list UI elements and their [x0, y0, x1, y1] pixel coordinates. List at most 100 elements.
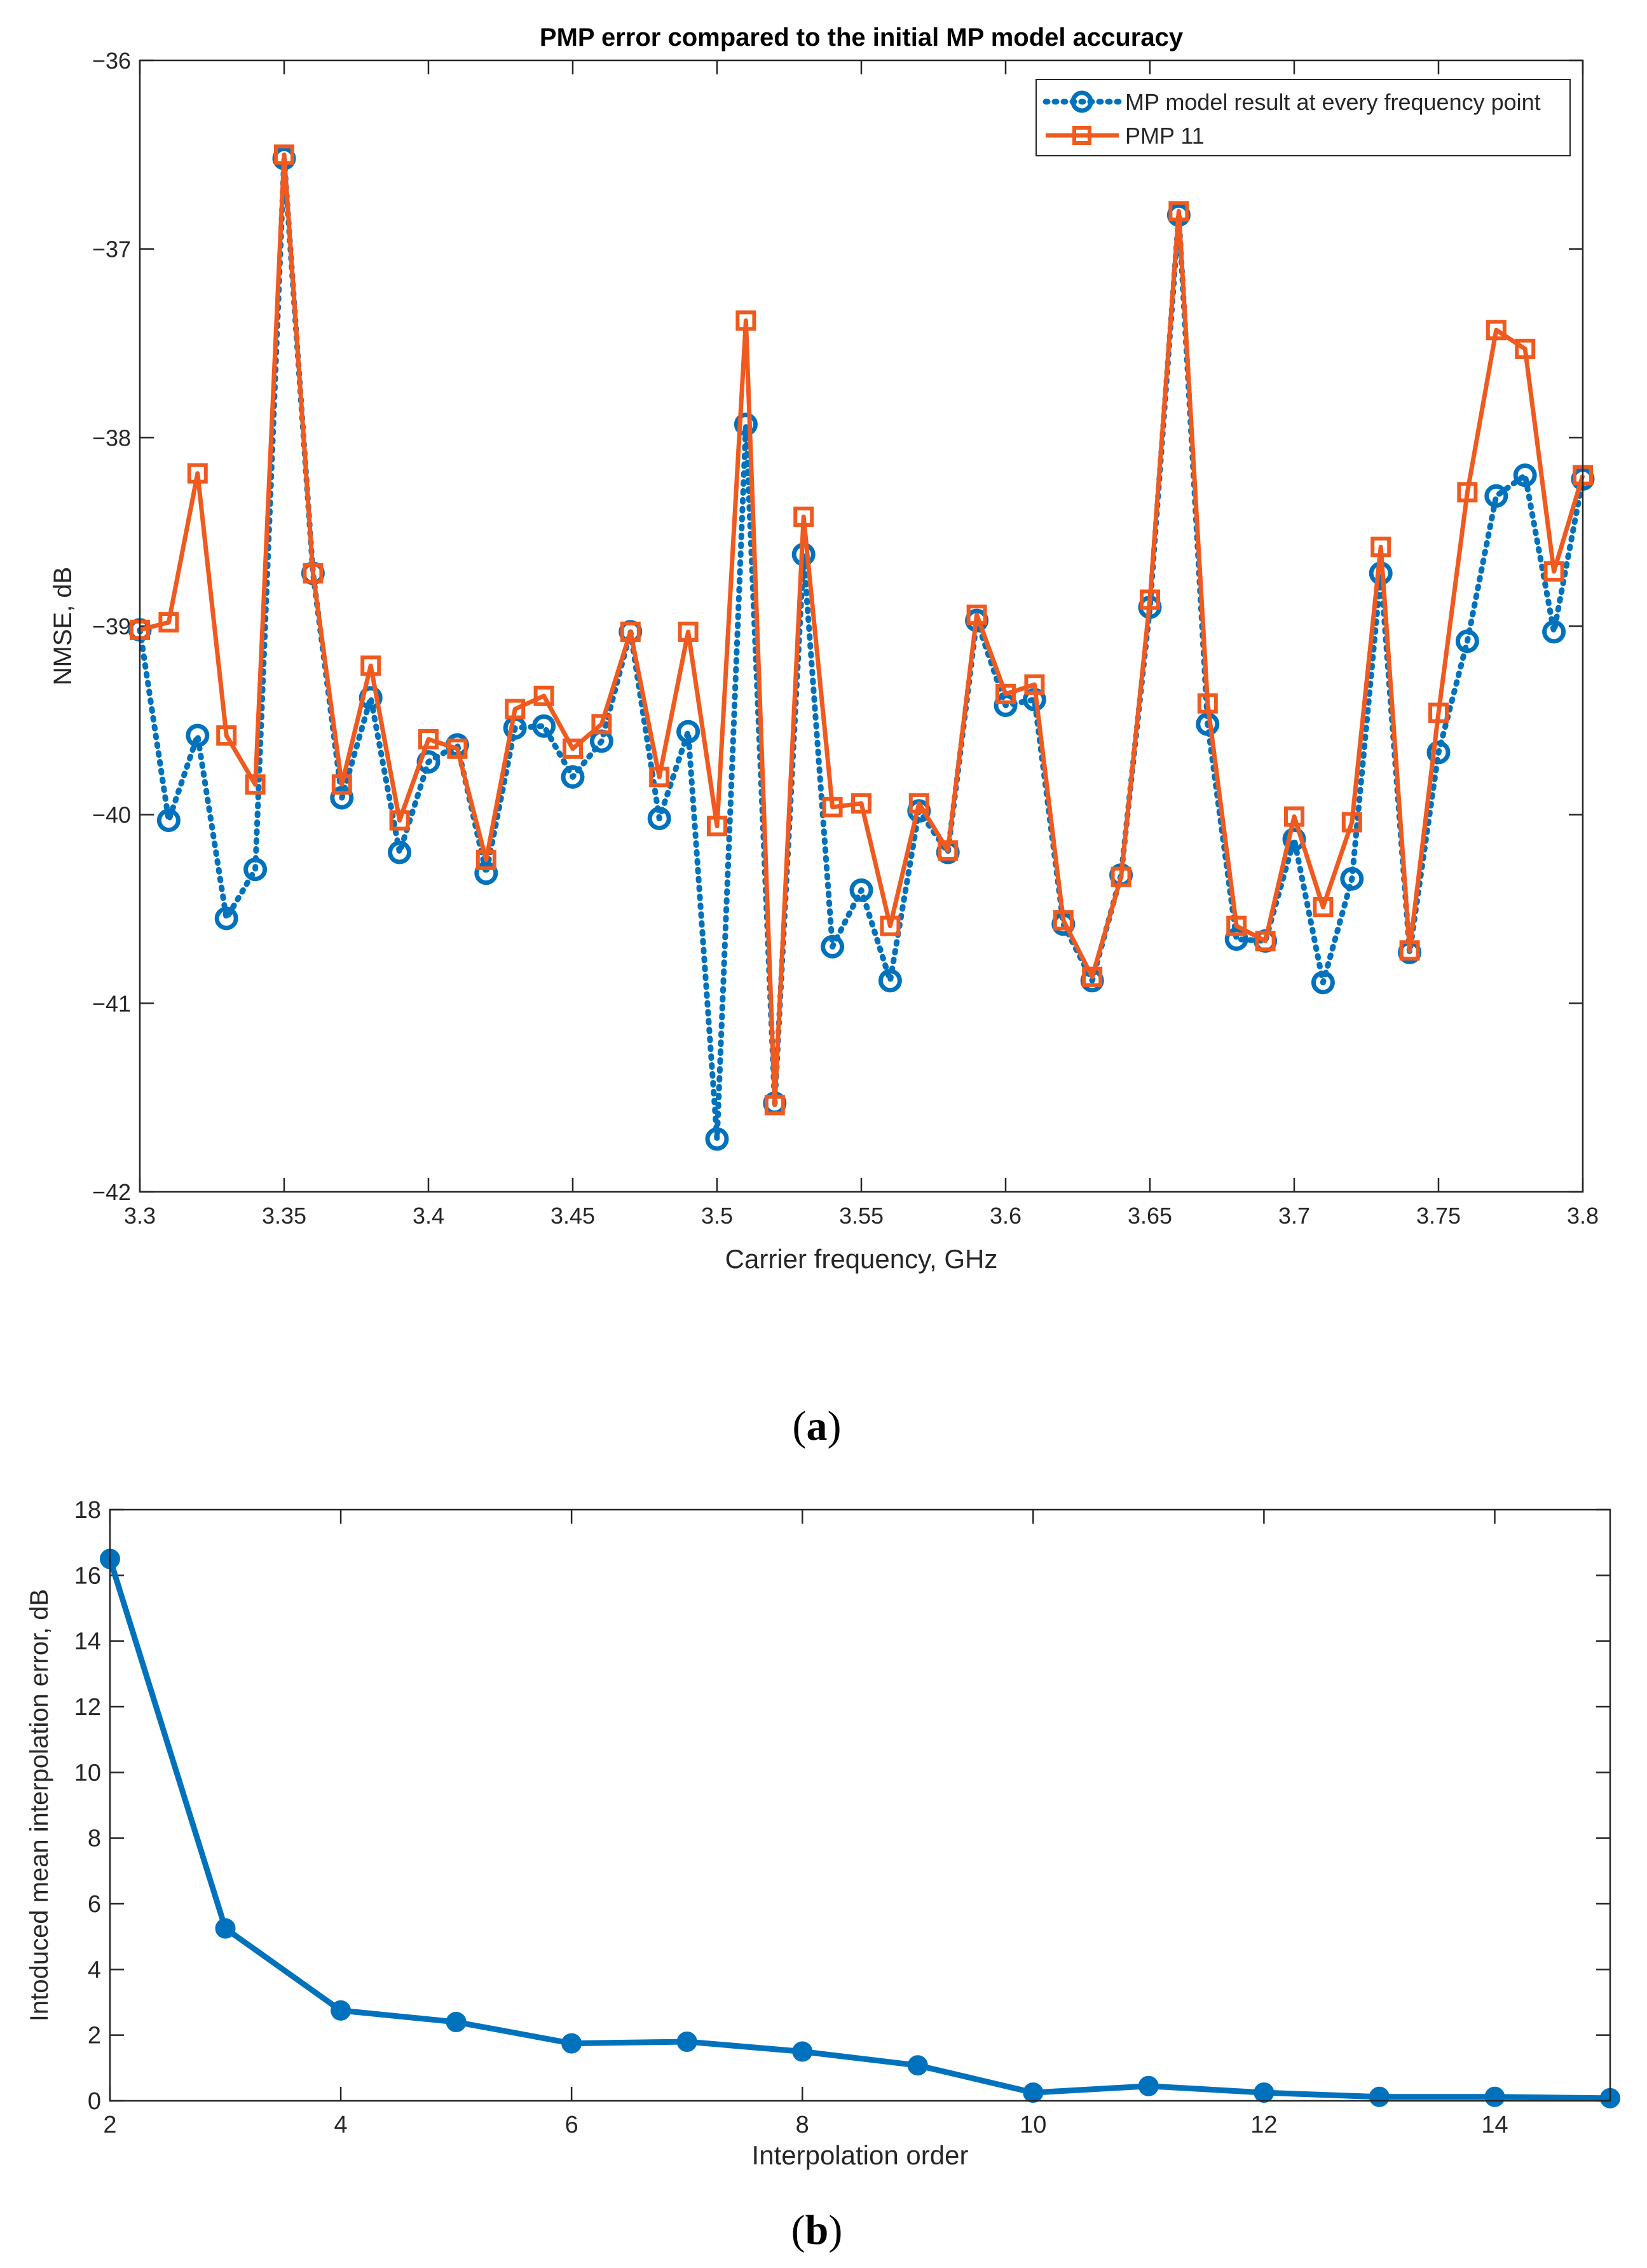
data-point: [158, 612, 179, 633]
data-point: [822, 796, 843, 817]
data-point: [734, 413, 758, 437]
data-point: [388, 840, 412, 864]
data-point: [1024, 674, 1045, 695]
data-point: [647, 807, 671, 831]
data-point: [186, 723, 210, 748]
data-point: [649, 767, 670, 788]
data-point: [792, 2041, 813, 2062]
data-point: [1341, 812, 1362, 833]
data-point: [1369, 2086, 1390, 2107]
data-point: [1313, 897, 1334, 918]
data-point: [533, 685, 554, 706]
data-point: [418, 729, 439, 749]
caption-a: (a): [793, 1403, 842, 1449]
y-tick-label: 6: [88, 1891, 101, 1918]
chart-a-title: PMP error compared to the initial MP mod…: [540, 24, 1184, 51]
series-line-0: [107, 1558, 1611, 2101]
chart-b-series: [100, 1548, 1620, 2108]
data-point: [1224, 927, 1248, 951]
data-point: [764, 1095, 785, 1116]
y-tick-label: 4: [88, 1957, 101, 1983]
chart-b-xlabel: Interpolation order: [752, 2140, 969, 2170]
data-point: [938, 840, 959, 861]
data-point: [1284, 806, 1304, 827]
data-point: [908, 793, 929, 814]
data-point: [1455, 629, 1479, 653]
data-point: [851, 793, 871, 814]
x-tick-label: 3.45: [550, 1203, 595, 1229]
data-point: [1226, 915, 1247, 936]
y-tick-label: −38: [92, 425, 131, 451]
data-point: [215, 1918, 236, 1939]
y-tick-label: −39: [92, 613, 131, 639]
data-point: [1484, 484, 1508, 508]
data-point: [1370, 536, 1391, 557]
data-point: [331, 774, 352, 795]
data-point: [707, 816, 727, 837]
y-tick-label: 0: [88, 2088, 101, 2115]
data-point: [1255, 931, 1276, 952]
data-point: [591, 714, 612, 735]
x-tick-label: 14: [1481, 2112, 1508, 2138]
data-point: [1486, 320, 1507, 341]
chart-a-plot-background: [140, 60, 1583, 1192]
y-tick-label: 18: [74, 1497, 101, 1524]
legend-pmp-label: PMP 11: [1125, 123, 1205, 149]
caption-b-open: (: [791, 2207, 805, 2253]
data-point: [1426, 741, 1451, 765]
data-point: [331, 2000, 352, 2021]
data-point: [1457, 482, 1478, 503]
chart-b-plot-frame: [109, 1508, 1611, 2102]
data-point: [303, 563, 324, 584]
legend-pmp-marker: [1072, 126, 1091, 145]
data-point: [995, 683, 1016, 704]
data-point: [1311, 971, 1335, 995]
series-line-0: [137, 155, 1586, 1142]
x-tick-label: 3.4: [413, 1203, 444, 1229]
y-tick-label: 16: [74, 1562, 101, 1589]
data-point: [1197, 693, 1218, 714]
data-point: [966, 605, 987, 625]
chart-b-x-ticks: 2 4 6 8 10 12 14: [103, 1510, 1508, 2138]
data-point: [1515, 338, 1536, 359]
data-point: [1484, 2086, 1505, 2107]
data-point: [793, 506, 814, 527]
data-point: [705, 1127, 729, 1151]
chart-a: PMP error compared to the initial MP mod…: [49, 24, 1599, 1274]
x-tick-label: 3.3: [124, 1203, 156, 1229]
data-point: [1082, 966, 1103, 987]
data-point: [330, 786, 354, 810]
data-point: [156, 809, 181, 833]
caption-a-letter: a: [807, 1403, 828, 1449]
y-tick-label: 8: [88, 1826, 101, 1852]
data-point: [446, 2012, 467, 2032]
data-point: [735, 310, 756, 331]
x-tick-label: 12: [1250, 2112, 1277, 2138]
x-tick-label: 10: [1020, 2112, 1046, 2138]
chart-b-plot-background: [110, 1510, 1610, 2101]
y-tick-label: −41: [92, 990, 131, 1016]
y-tick-label: 12: [74, 1694, 101, 1721]
data-point: [216, 725, 237, 746]
data-point: [907, 2055, 928, 2076]
data-point: [678, 621, 699, 642]
legend-mp-label: MP model result at every frequency point: [1125, 89, 1541, 115]
caption-b: (b): [791, 2207, 843, 2253]
legend-mp-marker: [1070, 90, 1093, 113]
data-point: [1023, 2082, 1044, 2103]
data-point: [849, 878, 873, 902]
series-line-1: [139, 152, 1585, 1107]
chart-a-ylabel: NMSE, dB: [49, 567, 77, 686]
x-tick-label: 3.75: [1416, 1203, 1461, 1229]
y-tick-label: 10: [74, 1759, 101, 1786]
y-tick-label: 14: [74, 1629, 101, 1655]
chart-b-ylabel: Intoduced mean interpolation error, dB: [25, 1589, 53, 2021]
data-point: [245, 774, 266, 795]
x-tick-label: 3.7: [1278, 1203, 1310, 1229]
data-point: [1053, 910, 1074, 931]
data-point: [676, 720, 700, 744]
caption-a-close: ): [828, 1403, 842, 1449]
y-tick-label: 2: [88, 2023, 101, 2049]
data-point: [878, 969, 902, 993]
